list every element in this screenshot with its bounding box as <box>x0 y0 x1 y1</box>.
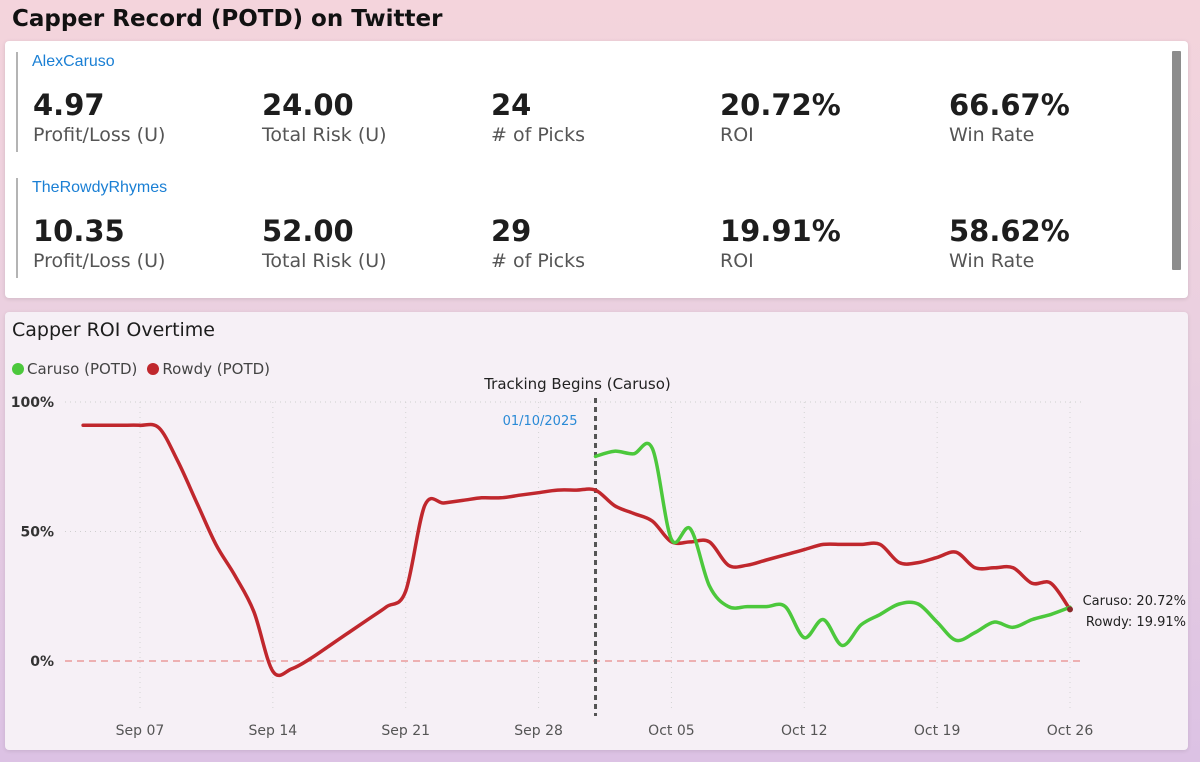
metric-value: 10.35 <box>33 214 125 248</box>
metric-label: Win Rate <box>949 250 1035 272</box>
legend-dot-icon <box>12 363 24 375</box>
metric-win-rate: 58.62% Win Rate <box>949 214 1070 272</box>
metric-label: ROI <box>720 250 754 272</box>
metric-total-risk: 24.00 Total Risk (U) <box>262 88 387 146</box>
y-tick-label: 100% <box>11 395 54 411</box>
vertical-scrollbar[interactable] <box>1172 51 1181 270</box>
legend-item-rowdy[interactable]: Rowdy (POTD) <box>147 360 270 378</box>
metric-label: # of Picks <box>491 124 585 146</box>
chart-title: Capper ROI Overtime <box>12 319 215 341</box>
metric-value: 19.91% <box>720 214 841 248</box>
series-end-label-caruso: Caruso: 20.72% <box>1083 594 1186 609</box>
metric-label: Profit/Loss (U) <box>33 124 166 146</box>
metric-value: 4.97 <box>33 88 105 122</box>
series-end-label-rowdy: Rowdy: 19.91% <box>1086 615 1186 630</box>
legend-label: Rowdy (POTD) <box>162 360 271 378</box>
y-tick-label: 50% <box>20 525 54 541</box>
metric-label: ROI <box>720 124 754 146</box>
metric-profit-loss: 4.97 Profit/Loss (U) <box>33 88 165 146</box>
x-tick-label: Sep 14 <box>249 723 298 739</box>
page-title: Capper Record (POTD) on Twitter <box>12 6 443 32</box>
metric-value: 58.62% <box>949 214 1070 248</box>
x-tick-label: Sep 07 <box>116 723 165 739</box>
metric-picks: 24 # of Picks <box>491 88 585 146</box>
legend-dot-icon <box>147 363 160 375</box>
roi-chart-card: 100% 50% 0% Sep 07 Sep 14 Sep 21 Sep 28 Oct 05 O… <box>5 312 1188 750</box>
series-line-rowdy <box>81 422 1072 678</box>
x-tick-label: Oct 05 <box>648 723 694 739</box>
chart-legend: Caruso (POTD) Rowdy (POTD) <box>12 360 270 378</box>
metric-value: 24.00 <box>262 88 354 122</box>
x-tick-label: Oct 26 <box>1047 723 1094 739</box>
metric-total-risk: 52.00 Total Risk (U) <box>262 214 387 272</box>
capper-block-therowdyrhymes: TheRowdyRhymes 10.35 Profit/Loss (U) 52.… <box>16 178 1158 278</box>
metric-profit-loss: 10.35 Profit/Loss (U) <box>33 214 165 272</box>
metric-picks: 29 # of Picks <box>491 214 585 272</box>
y-tick-label: 0% <box>30 654 54 670</box>
x-tick-label: Sep 21 <box>381 723 430 739</box>
series-end-point <box>1067 606 1073 613</box>
metric-label: Total Risk (U) <box>262 124 387 146</box>
legend-item-caruso[interactable]: Caruso (POTD) <box>12 360 137 378</box>
metric-label: Win Rate <box>949 124 1035 146</box>
metric-value: 66.67% <box>949 88 1070 122</box>
annotation-date-label: 01/10/2025 <box>503 414 578 429</box>
capper-block-alexcaruso: AlexCaruso 4.97 Profit/Loss (U) 24.00 To… <box>16 52 1158 152</box>
capper-name[interactable]: AlexCaruso <box>32 53 115 70</box>
legend-label: Caruso (POTD) <box>27 360 138 378</box>
metric-label: Total Risk (U) <box>262 250 387 272</box>
metric-roi: 19.91% ROI <box>720 214 841 272</box>
kpi-card: AlexCaruso 4.97 Profit/Loss (U) 24.00 To… <box>5 41 1188 298</box>
metric-win-rate: 66.67% Win Rate <box>949 88 1070 146</box>
metric-value: 24 <box>491 88 532 122</box>
x-tick-label: Sep 28 <box>514 723 563 739</box>
annotation-label: Tracking Begins (Caruso) <box>483 375 671 393</box>
metric-value: 20.72% <box>720 88 841 122</box>
metric-roi: 20.72% ROI <box>720 88 841 146</box>
metric-value: 29 <box>491 214 532 248</box>
x-tick-label: Oct 12 <box>781 723 827 739</box>
roi-line-chart: 100% 50% 0% Sep 07 Sep 14 Sep 21 Sep 28 Oct 05 O… <box>11 375 1186 739</box>
x-tick-label: Oct 19 <box>914 723 960 739</box>
series-line-caruso <box>593 441 1072 648</box>
metric-value: 52.00 <box>262 214 354 248</box>
metric-label: # of Picks <box>491 250 585 272</box>
capper-name[interactable]: TheRowdyRhymes <box>32 179 168 196</box>
metric-label: Profit/Loss (U) <box>33 250 166 272</box>
